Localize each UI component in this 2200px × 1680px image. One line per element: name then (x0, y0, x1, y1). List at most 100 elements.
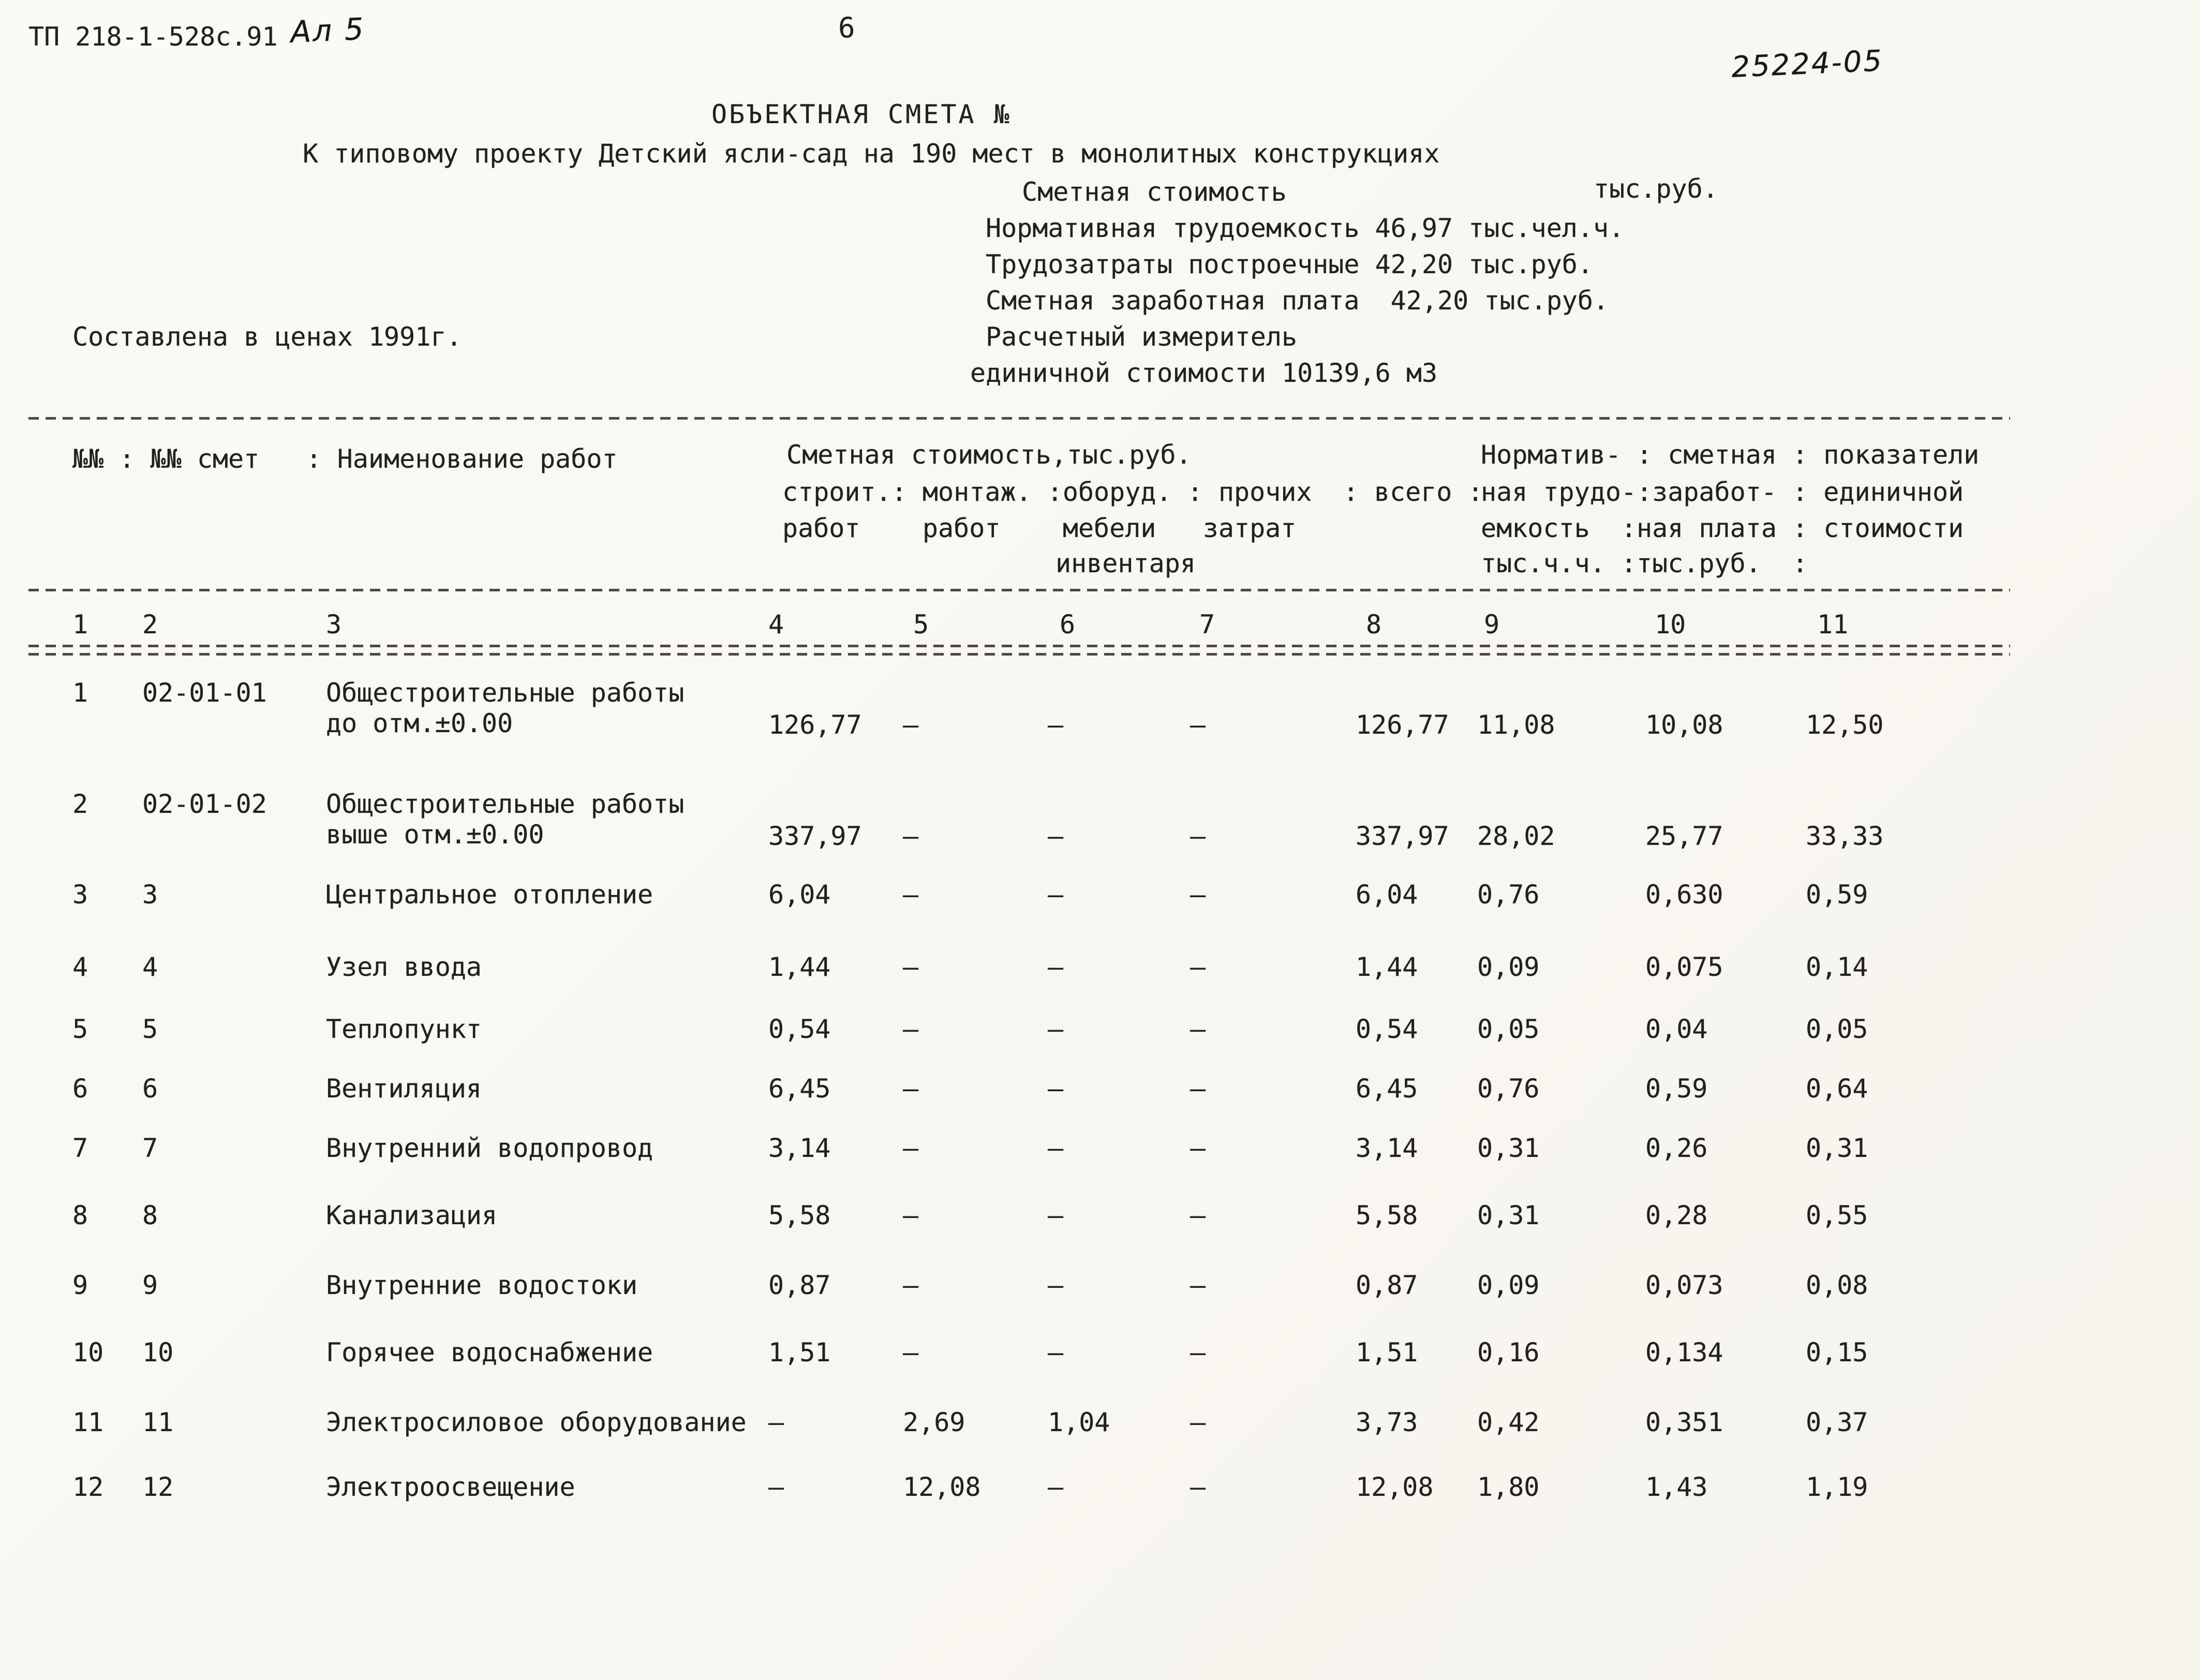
row-number-cell: 12 (72, 1472, 104, 1502)
installation-cost-cell: – (903, 1270, 919, 1300)
column-number: 4 (768, 609, 784, 640)
table-row: 9 9 Внутренние водостоки 0,87 – – – 0,87… (0, 1270, 2200, 1337)
labor-intensity-cell: 1,80 (1477, 1472, 1540, 1502)
other-cost-cell: – (1190, 1407, 1206, 1437)
handwritten-series-code: Ал 5 (290, 11, 366, 50)
other-cost-cell: – (1190, 1200, 1206, 1230)
row-number-cell: 3 (72, 880, 88, 910)
work-name-cell: Вентиляция (326, 1074, 482, 1104)
column-number: 2 (142, 609, 158, 640)
estimate-no-cell: 9 (142, 1270, 158, 1300)
equipment-cost-cell: 1,04 (1048, 1407, 1110, 1437)
wage-cell: 0,351 (1645, 1407, 1723, 1437)
row-number-cell: 9 (72, 1270, 88, 1300)
installation-cost-cell: – (903, 710, 919, 740)
table-rule-under-numbers-1 (28, 645, 2010, 647)
unit-indicator-cell: 0,05 (1806, 1014, 1868, 1044)
work-name-cell: Теплопункт (326, 1014, 482, 1044)
wage-cell: 0,073 (1645, 1270, 1723, 1300)
header-cost-subcolumns: строит.: монтаж. :оборуд. : прочих : все… (782, 477, 1483, 507)
table-row: 12 12 Электроосвещение – 12,08 – – 12,08… (0, 1472, 2200, 1534)
column-number: 8 (1366, 609, 1382, 640)
estimate-cost-label: Сметная стоимость (1022, 177, 1287, 207)
header-right-line4: тыс.ч.ч. :тыс.руб. : (1481, 548, 1808, 578)
wage-cell: 0,59 (1645, 1074, 1708, 1104)
total-cost-cell: 12,08 (1356, 1472, 1434, 1502)
wage-cell: 0,28 (1645, 1200, 1708, 1230)
table-row: 11 11 Электросиловое оборудование – 2,69… (0, 1407, 2200, 1472)
work-name-cell: Канализация (326, 1200, 498, 1230)
total-cost-cell: 337,97 (1356, 821, 1449, 851)
labor-intensity-cell: 0,16 (1477, 1337, 1540, 1367)
labor-intensity-cell: 11,08 (1477, 710, 1555, 740)
equipment-cost-cell: – (1048, 1337, 1064, 1367)
unit-indicator-cell: 0,14 (1806, 952, 1868, 982)
equipment-cost-cell: – (1048, 710, 1064, 740)
unit-indicator-cell: 0,08 (1806, 1270, 1868, 1300)
wage-cell: 0,630 (1645, 880, 1723, 910)
header-left-columns: №№ : №№ смет : Наименование работ (72, 444, 618, 474)
handwritten-stamp-number: 25224-05 (1731, 44, 1884, 84)
doc-title: ОБЪЕКТНАЯ СМЕТА № (711, 99, 1012, 129)
wage-cell: 0,04 (1645, 1014, 1708, 1044)
wage-cell: 0,134 (1645, 1337, 1723, 1367)
prices-note: Составлена в ценах 1991г. (72, 322, 462, 352)
equipment-cost-cell: – (1048, 880, 1064, 910)
estimate-no-cell: 10 (142, 1337, 174, 1367)
wage-cell: 10,08 (1645, 710, 1723, 740)
table-row: 3 3 Центральное отопление 6,04 – – – 6,0… (0, 880, 2200, 952)
total-cost-cell: 1,44 (1356, 952, 1418, 982)
construction-cost-cell: – (768, 1407, 784, 1437)
installation-cost-cell: – (903, 1200, 919, 1230)
total-cost-cell: 6,45 (1356, 1074, 1418, 1104)
construction-cost-cell: 0,87 (768, 1270, 831, 1300)
work-name-cell: Общестроительные работы до отм.±0.00 (326, 678, 685, 738)
row-number-cell: 1 (72, 678, 88, 708)
unit-indicator-cell: 0,64 (1806, 1074, 1868, 1104)
labor-intensity-cell: 0,31 (1477, 1133, 1540, 1163)
unit-indicator-cell: 33,33 (1806, 821, 1884, 851)
installation-cost-cell: – (903, 952, 919, 982)
column-number: 10 (1655, 609, 1686, 640)
installation-cost-cell: – (903, 1014, 919, 1044)
installation-cost-cell: – (903, 821, 919, 851)
other-cost-cell: – (1190, 880, 1206, 910)
header-cost-group: Сметная стоимость,тыс.руб. (786, 440, 1192, 470)
total-cost-cell: 3,73 (1356, 1407, 1418, 1437)
construction-cost-cell: 126,77 (768, 710, 862, 740)
labor-norm-line: Нормативная трудоемкость 46,97 тыс.чел.ч… (986, 213, 1625, 243)
total-cost-cell: 6,04 (1356, 880, 1418, 910)
meter-value: единичной стоимости 10139,6 м3 (970, 358, 1438, 388)
equipment-cost-cell: – (1048, 1200, 1064, 1230)
header-cost-subcolumns-line2: работ работ мебели затрат (782, 513, 1297, 543)
unit-indicator-cell: 1,19 (1806, 1472, 1868, 1502)
table-row: 10 10 Горячее водоснабжение 1,51 – – – 1… (0, 1337, 2200, 1407)
other-cost-cell: – (1190, 710, 1206, 740)
work-name-cell: Электросиловое оборудование (326, 1407, 747, 1437)
construction-cost-cell: 0,54 (768, 1014, 831, 1044)
installation-cost-cell: – (903, 1337, 919, 1367)
installation-cost-cell: 12,08 (903, 1472, 981, 1502)
doc-subtitle: К типовому проекту Детский ясли-сад на 1… (303, 139, 1440, 169)
meter-label: Расчетный измеритель (986, 322, 1298, 352)
row-number-cell: 10 (72, 1337, 104, 1367)
equipment-cost-cell: – (1048, 1270, 1064, 1300)
other-cost-cell: – (1190, 1014, 1206, 1044)
equipment-cost-cell: – (1048, 821, 1064, 851)
column-number: 3 (326, 609, 342, 640)
estimate-no-cell: 4 (142, 952, 158, 982)
estimate-cost-units: тыс.руб. (1594, 174, 1718, 204)
row-number-cell: 7 (72, 1133, 88, 1163)
labor-intensity-cell: 0,76 (1477, 1074, 1540, 1104)
total-cost-cell: 0,54 (1356, 1014, 1418, 1044)
equipment-cost-cell: – (1048, 952, 1064, 982)
installation-cost-cell: 2,69 (903, 1407, 965, 1437)
estimate-no-cell: 02-01-02 (142, 789, 267, 819)
header-right-line1: Норматив- : сметная : показатели (1481, 440, 1980, 470)
estimate-no-cell: 7 (142, 1133, 158, 1163)
labor-intensity-cell: 28,02 (1477, 821, 1555, 851)
work-name-cell: Электроосвещение (326, 1472, 575, 1502)
column-number: 1 (72, 609, 88, 640)
other-cost-cell: – (1190, 1074, 1206, 1104)
